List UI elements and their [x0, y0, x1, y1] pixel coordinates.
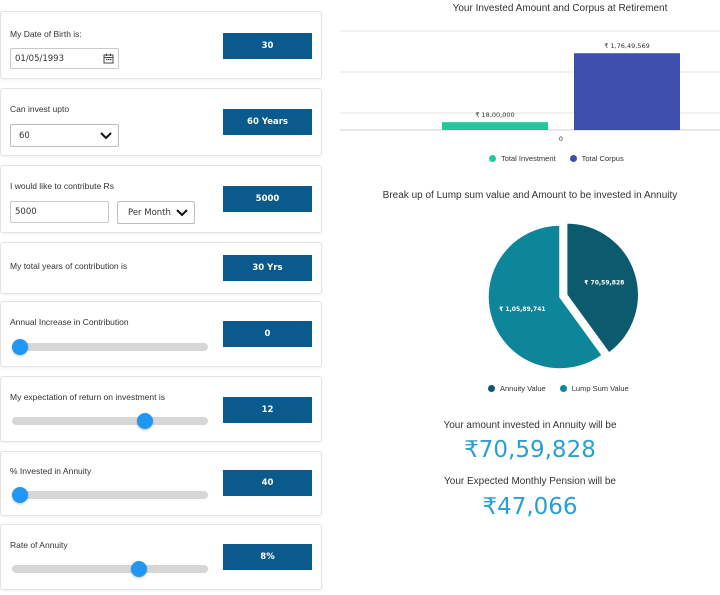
dob-input[interactable]: 01/05/1993 — [10, 48, 119, 69]
contribution-result: 5000 — [223, 186, 312, 212]
contribution-amount-value: 5000 — [15, 207, 37, 217]
pie-chart-legend: Annuity Value Lump Sum Value — [488, 384, 629, 393]
return-slider[interactable] — [12, 413, 208, 429]
annual-increase-card: Annual Increase in Contribution 0 — [0, 301, 322, 367]
bar-chart-x-tick: 0 — [559, 135, 563, 143]
pie-data-label: ₹ 70,59,828 — [584, 280, 624, 287]
pie-slice-annuity-value[interactable] — [565, 222, 640, 355]
invest-upto-value: 60 — [19, 130, 30, 141]
annuity-amount-label: Your amount invested in Annuity will be — [443, 420, 617, 431]
annual-increase-slider-thumb[interactable] — [11, 339, 28, 355]
years-label: My total years of contribution is — [10, 261, 128, 271]
annuity-percent-slider-thumb[interactable] — [11, 487, 28, 503]
pie-slice-lump-sum-value[interactable] — [487, 224, 604, 370]
pie-data-label: ₹ 1,05,89,741 — [499, 306, 545, 313]
legend-annuity-value: Annuity Value — [500, 384, 546, 393]
annuity-percent-label: % Invested in Annuity — [10, 466, 92, 476]
dob-card: My Date of Birth is: 01/05/1993 30 — [0, 11, 322, 79]
annuity-percent-card: % Invested in Annuity 40 — [0, 451, 322, 516]
pie-chart-title: Break up of Lump sum value and Amount to… — [382, 190, 678, 201]
invest-upto-card: Can invest upto 60 60 Years — [0, 88, 322, 156]
return-card: My expectation of return on investment i… — [0, 376, 322, 442]
annuity-amount-value: ₹70,59,828 — [464, 437, 596, 463]
annuity-rate-result: 8% — [223, 544, 312, 570]
annual-increase-label: Annual Increase in Contribution — [10, 317, 129, 327]
annuity-rate-slider-thumb[interactable] — [131, 561, 148, 577]
bar-chart-title: Your Invested Amount and Corpus at Retir… — [452, 3, 668, 14]
annual-increase-result: 0 — [223, 321, 312, 347]
chevron-down-icon — [176, 208, 188, 216]
bar-total-investment[interactable] — [442, 122, 548, 130]
annuity-rate-label: Rate of Annuity — [10, 540, 68, 550]
legend-dot-annuity-value — [488, 385, 495, 392]
annuity-percent-slider[interactable] — [11, 487, 208, 503]
return-result: 12 — [223, 397, 312, 423]
bar-total-corpus[interactable] — [574, 53, 680, 130]
bar-chart-legend: Total Investment Total Corpus — [489, 154, 624, 163]
monthly-pension-value: ₹47,066 — [482, 494, 578, 520]
return-label: My expectation of return on investment i… — [10, 392, 165, 402]
return-slider-thumb[interactable] — [137, 413, 154, 429]
contribution-card: I would like to contribute Rs 5000 Per M… — [0, 165, 322, 233]
annuity-percent-result: 40 — [223, 470, 312, 496]
chevron-down-icon — [100, 131, 112, 139]
monthly-pension-label: Your Expected Monthly Pension will be — [444, 476, 616, 487]
years-card: My total years of contribution is 30 Yrs — [0, 242, 322, 294]
age-result: 30 — [223, 33, 312, 59]
calendar-icon[interactable] — [103, 53, 114, 64]
legend-lump-sum-value: Lump Sum Value — [571, 384, 629, 393]
pie-chart: ₹ 70,59,828 ₹ 1,05,89,741 — [487, 222, 640, 370]
bar-chart: ₹ 18,00,000 ₹ 1,76,49,569 0 — [340, 30, 720, 143]
contribution-amount-input[interactable]: 5000 — [10, 201, 109, 223]
annual-increase-slider[interactable] — [11, 339, 208, 355]
legend-total-corpus: Total Corpus — [581, 154, 624, 163]
legend-total-investment: Total Investment — [501, 154, 556, 163]
invest-upto-label: Can invest upto — [10, 104, 70, 114]
contribution-label: I would like to contribute Rs — [10, 181, 114, 191]
bar-data-label: ₹ 1,76,49,569 — [604, 42, 649, 50]
bar-data-label: ₹ 18,00,000 — [475, 111, 514, 119]
dob-label: My Date of Birth is: — [10, 29, 82, 39]
dob-value: 01/05/1993 — [15, 53, 64, 64]
legend-dot-total-corpus — [569, 155, 577, 162]
contribution-frequency-select[interactable]: Per Month — [117, 201, 195, 224]
annuity-rate-card: Rate of Annuity 8% — [0, 524, 322, 590]
years-result: 30 Yrs — [223, 255, 312, 281]
invest-upto-select[interactable]: 60 — [10, 124, 119, 147]
annuity-rate-slider[interactable] — [12, 561, 208, 577]
invest-upto-result: 60 Years — [223, 109, 312, 135]
legend-dot-lump-sum-value — [559, 385, 567, 392]
legend-dot-total-investment — [489, 155, 496, 162]
contribution-frequency-value: Per Month — [128, 207, 171, 218]
